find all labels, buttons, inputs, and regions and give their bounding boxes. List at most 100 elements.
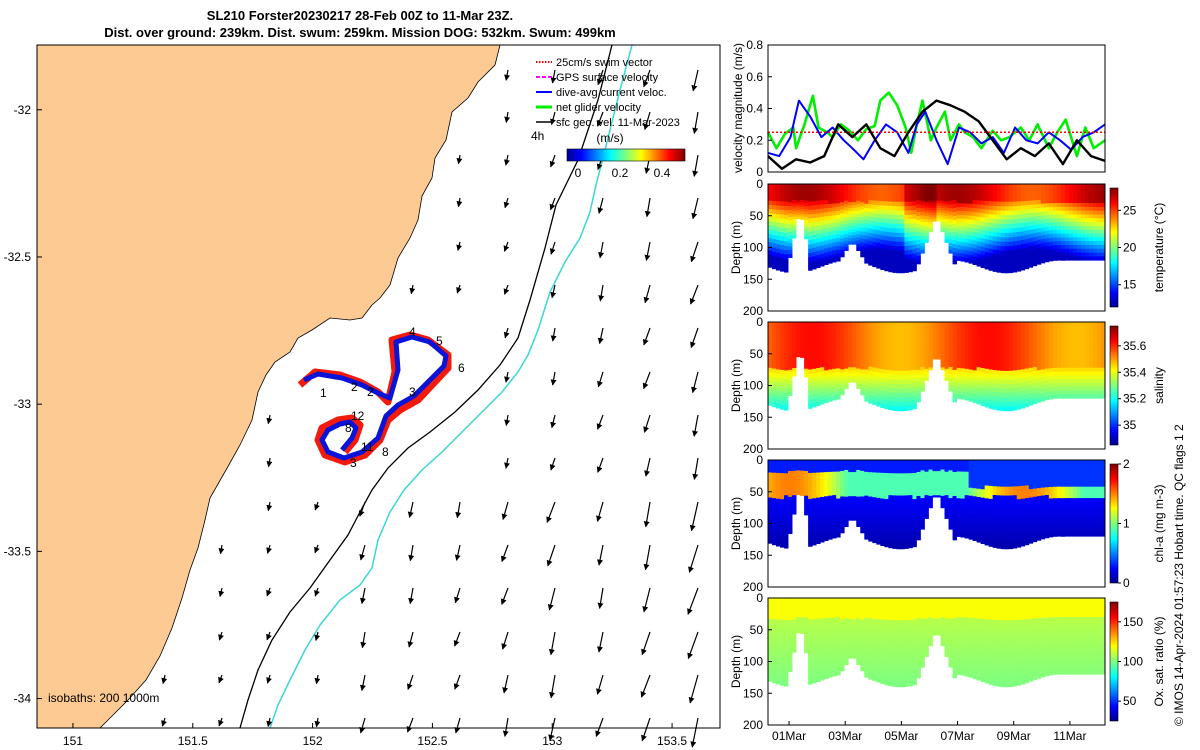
heatmap-cells bbox=[768, 598, 1106, 688]
quiver-arrow bbox=[314, 544, 320, 554]
legend-label-gps: GPS surface velocity bbox=[556, 72, 659, 84]
quiver-arrow bbox=[314, 587, 320, 597]
quiver-arrow bbox=[597, 544, 604, 566]
section-ytick-label: 50 bbox=[750, 623, 764, 637]
map-colorbar-tick: 0.4 bbox=[654, 166, 671, 180]
section-colorbar bbox=[1109, 601, 1119, 722]
quiver-arrow bbox=[596, 674, 604, 695]
section-colorbar-label: Ox. sat. ratio (%) bbox=[1152, 616, 1166, 706]
section-ytick-label: 200 bbox=[743, 304, 763, 318]
quiver-arrow bbox=[692, 154, 699, 177]
quiver-arrow bbox=[643, 501, 651, 528]
arrow-scale-label: 4h bbox=[531, 129, 544, 143]
quiver-arrow bbox=[266, 587, 272, 597]
quiver-arrow bbox=[456, 241, 463, 252]
section-panel-4: 0 50 100 150 200 Depth (m) 50 100 150 Ox. sat. ra… bbox=[729, 591, 1166, 743]
quiver-arrow bbox=[406, 674, 414, 690]
quiver-arrow bbox=[218, 717, 224, 727]
day-label: 5 bbox=[436, 334, 443, 348]
map-frame bbox=[36, 44, 721, 729]
quiver-arrow bbox=[409, 284, 416, 295]
day-label: 6 bbox=[458, 361, 465, 375]
quiver-arrow bbox=[266, 631, 272, 641]
quiver-arrow bbox=[266, 457, 273, 468]
quiver-arrow bbox=[407, 631, 414, 648]
legend-label-dive: dive-avg current veloc. bbox=[556, 87, 667, 99]
quiver-arrow bbox=[549, 674, 556, 699]
quiver-arrow bbox=[643, 284, 651, 304]
quiver-arrow bbox=[548, 631, 556, 656]
footer-credit: © IMOS 14-Apr-2024 01:57:23 Hobart time.… bbox=[1172, 424, 1186, 726]
quiver-arrow bbox=[454, 717, 461, 734]
quiver-arrow bbox=[218, 544, 225, 555]
map-xtick-label: 152 bbox=[303, 734, 323, 748]
quiver-arrow bbox=[504, 69, 511, 81]
map-colorbar-tick: 0.2 bbox=[612, 166, 629, 180]
quiver-arrow bbox=[549, 197, 556, 211]
quiver-arrow bbox=[596, 457, 604, 473]
map-ytick-label: -33 bbox=[14, 397, 32, 411]
map-xtick-label: 153 bbox=[542, 734, 562, 748]
isobath-label: isobaths: 200 1000m bbox=[48, 691, 159, 705]
quiver-arrow bbox=[314, 631, 321, 642]
quiver-arrow bbox=[549, 241, 556, 255]
quiver-arrow bbox=[691, 197, 699, 220]
velocity-line-3 bbox=[767, 99, 1106, 170]
quiver-arrow bbox=[643, 414, 651, 433]
section-xtick-label: 03Mar bbox=[828, 729, 862, 743]
velocity-y-ticks: 0 0.2 0.4 0.6 0.8 bbox=[746, 38, 772, 179]
map-xtick-label: 151 bbox=[63, 734, 83, 748]
quiver-arrow bbox=[266, 544, 273, 554]
quiver-arrow bbox=[596, 414, 604, 430]
quiver-arrow bbox=[408, 587, 415, 605]
quiver-arrow bbox=[550, 69, 557, 84]
section-colorbar-tick: 150 bbox=[1123, 615, 1143, 629]
quiver-arrow bbox=[597, 587, 604, 609]
day-label: 3 bbox=[409, 385, 416, 399]
velocity-panel: 0 0.2 0.4 0.6 0.8 velocity magnitude (m/s) bbox=[731, 38, 1106, 179]
map-ytick-label: -33.5 bbox=[4, 544, 32, 558]
quiver-arrow bbox=[501, 631, 509, 650]
heatmap-cells bbox=[768, 184, 1106, 274]
map-legend: 25cm/s swim vector GPS surface velocity … bbox=[531, 57, 686, 180]
section-colorbar bbox=[1109, 463, 1119, 584]
heatmap-cells bbox=[768, 460, 1106, 550]
quiver-arrow bbox=[266, 501, 273, 512]
quiver-arrow bbox=[503, 284, 510, 295]
quiver-arrow bbox=[689, 284, 699, 305]
quiver-arrow bbox=[687, 631, 699, 660]
section-ytick-label: 50 bbox=[750, 209, 764, 223]
quiver-arrow bbox=[359, 717, 366, 734]
map-ytick-label: -32 bbox=[14, 103, 32, 117]
quiver-arrow bbox=[408, 544, 415, 562]
section-colorbar-tick: 35.2 bbox=[1123, 392, 1147, 406]
day-label: 11 bbox=[361, 440, 374, 454]
quiver-arrow bbox=[314, 674, 321, 685]
section-panel-3: 0 50 100 150 200 Depth (m) 0 1 2 chl-a (mg m-3) bbox=[729, 453, 1166, 594]
quiver-arrow bbox=[597, 327, 604, 345]
quiver-arrow bbox=[500, 587, 509, 606]
quiver-arrow bbox=[504, 111, 511, 123]
map-xtick-label: 151.5 bbox=[178, 734, 208, 748]
quiver-arrow bbox=[642, 371, 651, 390]
section-ytick-label: 150 bbox=[743, 272, 763, 286]
quiver-arrow bbox=[504, 371, 510, 383]
quiver-arrow bbox=[358, 501, 366, 517]
velocity-ytick-label: 0.8 bbox=[746, 38, 763, 52]
quiver-arrow bbox=[456, 154, 463, 165]
day-label: 1 bbox=[320, 386, 327, 400]
section-colorbar-tick: 35 bbox=[1123, 418, 1137, 432]
section-colorbar-label: chl-a (mg m-3) bbox=[1152, 484, 1166, 562]
velocity-ylabel: velocity magnitude (m/s) bbox=[731, 43, 745, 173]
section-ytick-label: 150 bbox=[743, 548, 763, 562]
section-ytick-label: 100 bbox=[743, 655, 763, 669]
section-colorbar-tick: 35.6 bbox=[1123, 339, 1147, 353]
section-xtick-label: 09Mar bbox=[997, 729, 1031, 743]
section-colorbar-tick: 100 bbox=[1123, 655, 1143, 669]
quiver-arrow bbox=[596, 69, 604, 86]
velocity-line-0 bbox=[766, 91, 1106, 158]
velocity-ytick-label: 0.4 bbox=[746, 102, 763, 116]
section-ytick-label: 100 bbox=[743, 517, 763, 531]
quiver-arrow bbox=[503, 241, 510, 252]
quiver-arrow bbox=[690, 327, 699, 349]
